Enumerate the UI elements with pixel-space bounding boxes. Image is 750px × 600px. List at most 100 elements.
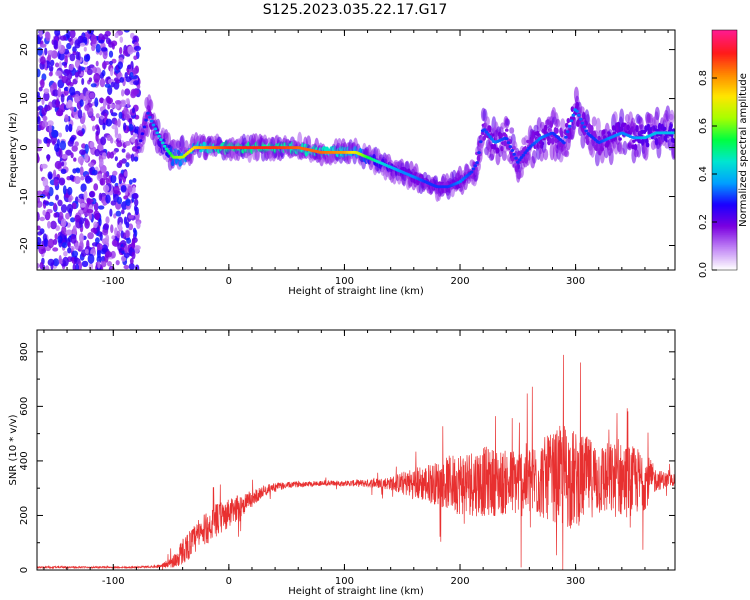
noise-blob — [45, 31, 51, 42]
noise-blob — [121, 89, 125, 97]
noise-blob — [101, 260, 107, 268]
noise-blob — [53, 202, 57, 211]
noise-blob — [125, 98, 130, 104]
ridge-core — [142, 125, 147, 129]
ridge-body — [566, 118, 571, 124]
x-tick-label: 200 — [450, 576, 469, 587]
ridge-body — [170, 160, 175, 167]
noise-blob — [91, 169, 98, 176]
noise-blob — [105, 216, 110, 224]
colorbar-cell — [712, 142, 737, 145]
x-tick-label: -100 — [102, 276, 125, 287]
ridge-halo — [619, 108, 625, 126]
x-tick-label: 100 — [335, 576, 354, 587]
noise-blob — [98, 218, 102, 226]
colorbar-cell — [712, 250, 737, 253]
ridge-core — [580, 121, 585, 125]
noise-blob — [43, 88, 50, 94]
colorbar-cell — [712, 154, 737, 157]
colorbar-frame — [711, 29, 738, 271]
noise-blob — [69, 30, 76, 39]
noise-blob — [60, 168, 67, 174]
colorbar-cell — [712, 246, 737, 249]
colorbar-cell — [712, 68, 737, 71]
noise-blob — [98, 158, 104, 167]
noise-blob — [79, 240, 84, 251]
ridge-core — [521, 153, 526, 157]
noise-blob — [127, 185, 133, 193]
colorbar-cell — [712, 162, 737, 165]
noise-blob — [107, 261, 112, 267]
noise-blob — [94, 149, 101, 157]
noise-blob — [114, 156, 118, 162]
noise-blob — [68, 64, 74, 71]
ridge-core — [578, 117, 583, 121]
noise-blob — [76, 168, 81, 174]
noise-blob — [58, 148, 63, 159]
colorbar-cell — [712, 122, 737, 125]
ridge-core — [575, 109, 579, 113]
colorbar-cell — [712, 62, 737, 65]
noise-blob — [134, 264, 140, 270]
noise-blob — [82, 112, 86, 122]
x-tick-label: -100 — [102, 576, 125, 587]
noise-blob — [98, 205, 105, 210]
noise-blob — [90, 115, 96, 122]
noise-blob — [67, 186, 73, 196]
noise-blob — [88, 77, 93, 82]
noise-blob — [132, 185, 136, 194]
noise-blob — [132, 178, 137, 183]
colorbar-cell — [712, 84, 737, 87]
ridge-halo — [591, 116, 597, 127]
y-axis-label: SNR (10 * v/v) — [8, 414, 19, 485]
noise-blob — [101, 61, 107, 69]
ridge-core — [490, 137, 494, 141]
ridge-core — [512, 152, 516, 156]
colorbar-cell — [712, 206, 737, 209]
noise-blob — [81, 260, 89, 268]
colorbar-cell — [712, 78, 737, 81]
ridge-body — [662, 126, 667, 131]
noise-blob — [122, 49, 129, 56]
noise-blob — [105, 177, 109, 185]
noise-blob — [74, 176, 81, 184]
noise-blob — [128, 223, 134, 231]
y-tick-label: -10 — [19, 188, 30, 204]
ridge-halo — [155, 118, 161, 133]
noise-blob — [127, 214, 134, 219]
colorbar-cell — [712, 128, 737, 131]
noise-blob — [93, 221, 98, 229]
ridge-body — [555, 127, 559, 134]
noise-blob — [39, 262, 44, 270]
noise-blob — [99, 178, 106, 186]
noise-blob — [61, 226, 67, 235]
y-tick-label: 800 — [19, 342, 30, 361]
colorbar-cell — [712, 132, 737, 135]
noise-blob — [109, 60, 113, 66]
noise-blob — [102, 228, 109, 236]
noise-blob — [69, 174, 74, 181]
noise-blob — [93, 183, 99, 191]
noise-blob — [72, 225, 77, 236]
noise-blob — [110, 224, 114, 234]
ridge-body — [626, 124, 630, 131]
noise-blob — [77, 109, 83, 119]
noise-blob — [46, 154, 50, 162]
y-axis-label: Frequency (Hz) — [8, 112, 19, 188]
snr-series-line — [37, 354, 675, 570]
noise-blob — [104, 83, 111, 88]
noise-blob — [109, 266, 114, 270]
noise-blob — [38, 86, 43, 92]
y-tick-label: 0 — [19, 144, 30, 150]
noise-blob — [98, 39, 105, 44]
colorbar-cell — [712, 148, 737, 151]
noise-blob — [108, 50, 114, 58]
noise-blob — [69, 136, 75, 142]
noise-blob — [102, 49, 108, 60]
colorbar-cell — [712, 212, 737, 215]
ridge-core — [506, 141, 511, 145]
colorbar-tick-label: 0.6 — [698, 118, 709, 134]
noise-blob — [37, 147, 42, 152]
colorbar-cell — [712, 176, 737, 179]
noise-blob — [37, 262, 40, 269]
